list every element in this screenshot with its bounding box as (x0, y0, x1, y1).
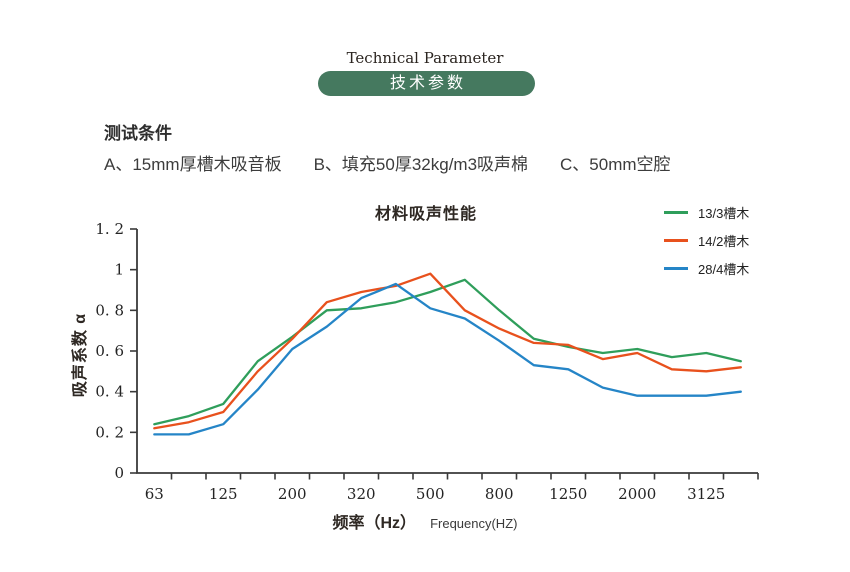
x-axis-tick-label: 200 (278, 485, 307, 503)
y-axis-label: 吸声系数 α (72, 312, 89, 398)
condition-b: B、填充50厚32kg/m3吸声棉 (313, 155, 529, 174)
legend-item: 14/2槽木 (664, 226, 749, 254)
y-axis-tick-label: 0. 4 (95, 383, 124, 401)
chart-legend: 13/3槽木 14/2槽木 28/4槽木 (664, 198, 749, 282)
legend-item: 28/4槽木 (664, 254, 749, 282)
x-axis-label-en: Frequency(HZ) (430, 516, 518, 531)
test-conditions-heading: 测试条件 (104, 124, 172, 143)
series-line-28/4槽木 (153, 282, 742, 436)
x-axis-tick-label: 3125 (687, 485, 725, 503)
x-axis-tick-label: 500 (416, 485, 445, 503)
legend-label: 13/3槽木 (698, 205, 750, 221)
x-axis-label: 频率（Hz） Frequency(HZ) (0, 509, 850, 533)
y-axis-tick-label: 0. 6 (95, 342, 124, 360)
test-conditions-row: A、15mm厚槽木吸音板 B、填充50厚32kg/m3吸声棉 C、50mm空腔 (104, 150, 671, 175)
section-badge: 技术参数 (318, 71, 535, 96)
x-axis-tick-label: 320 (347, 485, 376, 503)
y-axis-tick-label: 0. 2 (95, 423, 124, 441)
series-line-14/2槽木 (153, 272, 742, 430)
x-axis-label-cn: 频率（Hz） (332, 515, 417, 532)
y-axis-tick-label: 1 (114, 261, 124, 279)
legend-line-swatch-blue (664, 266, 688, 270)
section-title-en: Technical Parameter (346, 49, 504, 67)
y-axis-tick-label: 1. 2 (95, 220, 124, 238)
x-axis-tick-label: 2000 (618, 485, 656, 503)
legend-line-swatch-red (664, 238, 688, 242)
condition-c: C、50mm空腔 (560, 155, 671, 174)
legend-line-swatch-green (664, 210, 688, 214)
y-axis-tick-label: 0 (114, 464, 124, 482)
x-axis-tick-label: 1250 (549, 485, 587, 503)
legend-label: 28/4槽木 (698, 261, 750, 277)
x-axis-tick-label: 63 (145, 485, 164, 503)
condition-a: A、15mm厚槽木吸音板 (104, 155, 282, 174)
series-line-13/3槽木 (153, 278, 742, 426)
chart-title: 材料吸声性能 (374, 206, 477, 223)
y-axis-tick-label: 0. 8 (95, 301, 124, 319)
legend-item: 13/3槽木 (664, 198, 749, 226)
legend-label: 14/2槽木 (698, 233, 750, 249)
x-axis-tick-label: 800 (485, 485, 514, 503)
x-axis-tick-label: 125 (209, 485, 238, 503)
